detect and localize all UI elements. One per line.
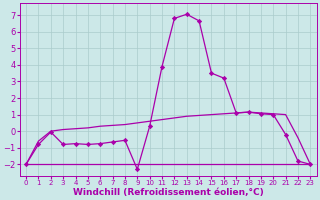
X-axis label: Windchill (Refroidissement éolien,°C): Windchill (Refroidissement éolien,°C) xyxy=(73,188,264,197)
